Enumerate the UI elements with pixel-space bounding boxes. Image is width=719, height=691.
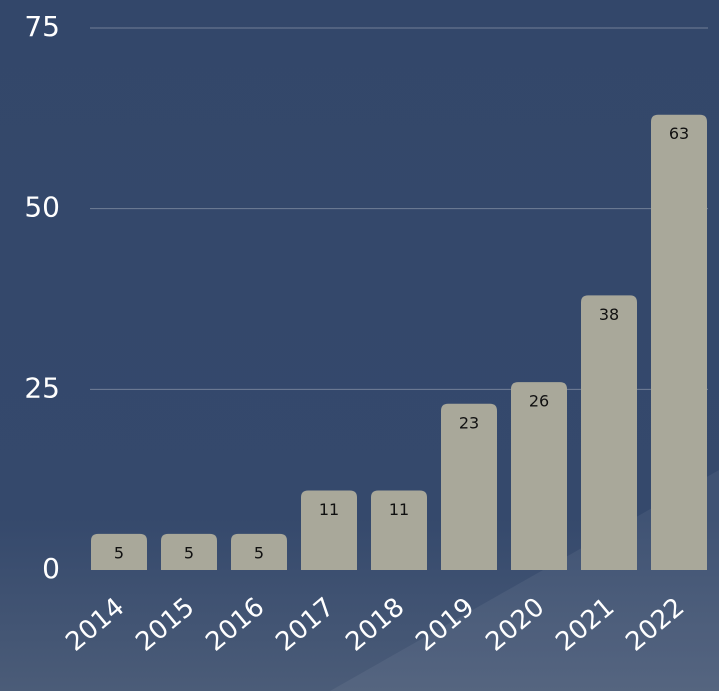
bar [651, 115, 707, 570]
chart: 0255075520145201552016112017112018232019… [0, 0, 719, 691]
value-label: 38 [599, 305, 619, 324]
y-tick-label: 75 [24, 10, 60, 43]
value-label: 63 [669, 124, 689, 143]
value-label: 23 [459, 413, 479, 432]
bar [581, 295, 637, 570]
value-label: 5 [114, 543, 124, 562]
y-tick-label: 50 [24, 191, 60, 224]
value-label: 11 [389, 500, 409, 519]
value-label: 5 [184, 543, 194, 562]
value-label: 11 [319, 500, 339, 519]
y-tick-label: 0 [42, 552, 60, 585]
value-label: 5 [254, 543, 264, 562]
page: 0255075520145201552016112017112018232019… [0, 0, 719, 691]
y-tick-label: 25 [24, 371, 60, 404]
value-label: 26 [529, 392, 549, 411]
